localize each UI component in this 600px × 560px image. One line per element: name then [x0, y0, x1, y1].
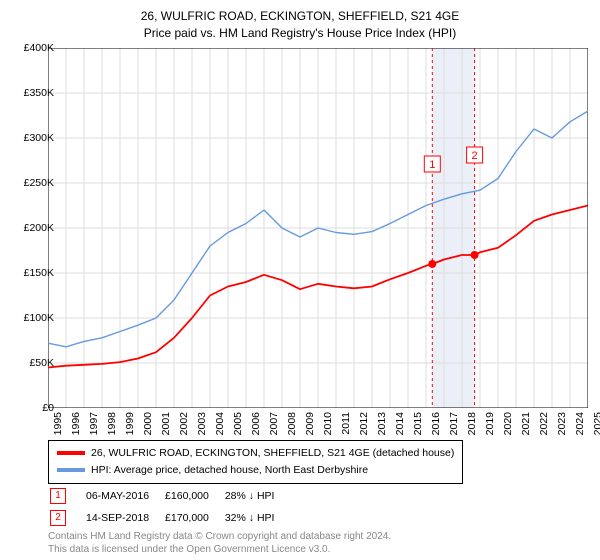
title-line-2: Price paid vs. HM Land Registry's House …	[0, 25, 600, 42]
event-marker-1: 1	[50, 488, 66, 504]
x-tick-label: 2010	[322, 412, 334, 442]
svg-text:1: 1	[429, 159, 435, 171]
x-tick-label: 1999	[124, 412, 136, 442]
x-tick-label: 2011	[340, 412, 352, 442]
event-row-2: 2 14-SEP-2018 £170,000 32% ↓ HPI	[50, 508, 288, 528]
event-marker-2: 2	[50, 510, 66, 526]
x-tick-label: 2021	[520, 412, 532, 442]
event-price-2: £170,000	[165, 508, 223, 528]
legend-swatch-hpi	[57, 468, 85, 472]
x-tick-label: 2003	[196, 412, 208, 442]
x-tick-label: 2020	[502, 412, 514, 442]
x-tick-label: 2024	[574, 412, 586, 442]
legend: 26, WULFRIC ROAD, ECKINGTON, SHEFFIELD, …	[48, 440, 463, 484]
y-tick-label: £200K	[14, 222, 54, 234]
x-tick-label: 2012	[358, 412, 370, 442]
x-tick-label: 2018	[466, 412, 478, 442]
x-tick-label: 2008	[286, 412, 298, 442]
y-tick-label: £300K	[14, 132, 54, 144]
y-tick-label: £100K	[14, 312, 54, 324]
event-date-1: 06-MAY-2016	[86, 486, 163, 506]
x-tick-label: 2001	[160, 412, 172, 442]
x-tick-label: 2019	[484, 412, 496, 442]
x-tick-label: 2015	[412, 412, 424, 442]
x-tick-label: 1998	[106, 412, 118, 442]
y-tick-label: £0	[14, 402, 54, 414]
legend-label-property: 26, WULFRIC ROAD, ECKINGTON, SHEFFIELD, …	[91, 445, 454, 462]
event-date-2: 14-SEP-2018	[86, 508, 163, 528]
x-tick-label: 2007	[268, 412, 280, 442]
event-delta-1: 28% ↓ HPI	[225, 486, 289, 506]
footer-attribution: Contains HM Land Registry data © Crown c…	[48, 530, 391, 556]
title-line-1: 26, WULFRIC ROAD, ECKINGTON, SHEFFIELD, …	[0, 8, 600, 25]
x-tick-label: 2022	[538, 412, 550, 442]
x-tick-label: 2009	[304, 412, 316, 442]
x-tick-label: 2004	[214, 412, 226, 442]
legend-row-hpi: HPI: Average price, detached house, Nort…	[57, 462, 454, 479]
y-tick-label: £50K	[14, 357, 54, 369]
x-tick-label: 1997	[88, 412, 100, 442]
chart-container: 26, WULFRIC ROAD, ECKINGTON, SHEFFIELD, …	[0, 0, 600, 560]
x-tick-label: 2006	[250, 412, 262, 442]
y-tick-label: £350K	[14, 87, 54, 99]
x-tick-label: 2016	[430, 412, 442, 442]
x-tick-label: 2002	[178, 412, 190, 442]
y-tick-label: £400K	[14, 42, 54, 54]
x-tick-label: 2005	[232, 412, 244, 442]
chart-svg: 12	[48, 48, 588, 408]
y-tick-label: £250K	[14, 177, 54, 189]
x-tick-label: 1995	[52, 412, 64, 442]
event-price-1: £160,000	[165, 486, 223, 506]
x-tick-label: 2025	[592, 412, 600, 442]
x-tick-label: 2013	[376, 412, 388, 442]
x-tick-label: 2017	[448, 412, 460, 442]
svg-text:2: 2	[472, 150, 478, 162]
footer-line-1: Contains HM Land Registry data © Crown c…	[48, 530, 391, 543]
chart-title: 26, WULFRIC ROAD, ECKINGTON, SHEFFIELD, …	[0, 0, 600, 42]
legend-swatch-property	[57, 451, 85, 455]
footer-line-2: This data is licensed under the Open Gov…	[48, 543, 391, 556]
x-tick-label: 1996	[70, 412, 82, 442]
chart-area: 12	[48, 48, 588, 408]
x-tick-label: 2000	[142, 412, 154, 442]
events-table: 1 06-MAY-2016 £160,000 28% ↓ HPI 2 14-SE…	[48, 484, 290, 530]
x-tick-label: 2014	[394, 412, 406, 442]
event-delta-2: 32% ↓ HPI	[225, 508, 289, 528]
x-tick-label: 2023	[556, 412, 568, 442]
legend-label-hpi: HPI: Average price, detached house, Nort…	[91, 462, 368, 479]
y-tick-label: £150K	[14, 267, 54, 279]
event-row-1: 1 06-MAY-2016 £160,000 28% ↓ HPI	[50, 486, 288, 506]
legend-row-property: 26, WULFRIC ROAD, ECKINGTON, SHEFFIELD, …	[57, 445, 454, 462]
